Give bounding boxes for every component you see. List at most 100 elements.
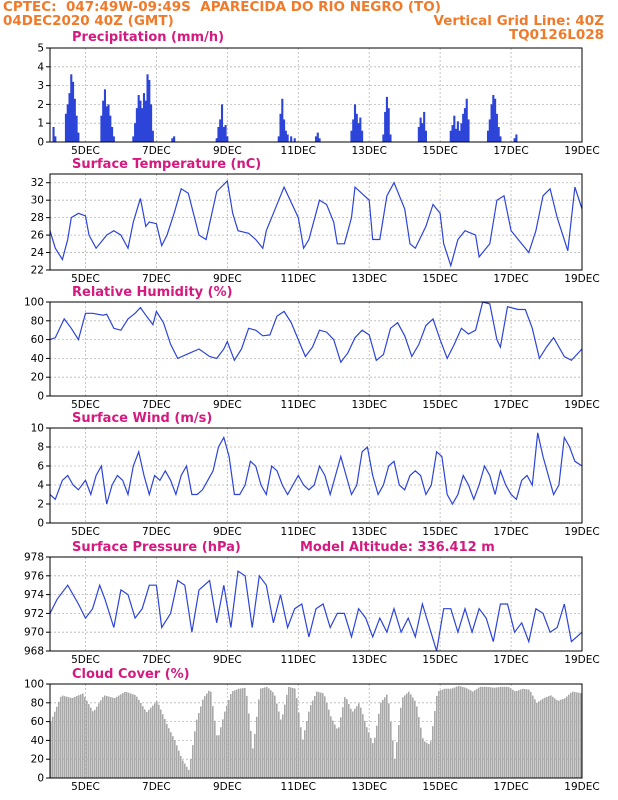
cloud-column: [466, 688, 468, 778]
cloud-column: [248, 713, 250, 778]
precip-bar: [495, 113, 498, 142]
precip-bar: [54, 136, 57, 142]
cloud-column: [528, 689, 530, 778]
cloud-column: [418, 717, 420, 778]
cloud-column: [212, 706, 214, 778]
precip-bar: [72, 81, 75, 142]
x-tick-label: 13DEC: [351, 781, 386, 793]
y-tick-label: 20: [31, 372, 44, 384]
y-tick-label: 974: [24, 589, 44, 601]
cloud-column: [272, 692, 274, 778]
precip-bar: [224, 125, 227, 142]
cloud-column: [332, 720, 334, 778]
cloud-column: [510, 688, 512, 778]
cloud-column: [234, 690, 236, 778]
y-tick-label: 8: [37, 442, 44, 454]
cloud-column: [322, 693, 324, 778]
cloud-column: [164, 719, 166, 778]
x-tick-label: 13DEC: [351, 654, 386, 666]
x-tick-label: 15DEC: [422, 273, 457, 285]
panel-5: 968 970 972 974 976 978 5DEC 7DEC 9DEC 11DEC 13DEC…: [24, 540, 600, 666]
precip-bar: [290, 136, 293, 142]
cloud-column: [76, 696, 78, 778]
cloud-column: [246, 695, 248, 778]
cloud-column: [422, 738, 424, 778]
cloud-column: [414, 700, 416, 778]
cloud-column: [394, 758, 396, 778]
cloud-column: [140, 703, 142, 778]
cloud-column: [420, 727, 422, 778]
cloud-column: [74, 696, 76, 778]
cloud-column: [72, 697, 74, 778]
panel-3: 0 20 40 60 80 100 5DEC 7DEC 9DEC 11DEC 13DEC 15DEC 1…: [24, 285, 600, 411]
cloud-column: [568, 694, 570, 778]
cloud-column: [60, 696, 62, 778]
cloud-column: [180, 755, 182, 778]
cloud-column: [208, 690, 210, 778]
cloud-column: [274, 695, 276, 778]
cloud-column: [518, 690, 520, 778]
precip-bar: [488, 119, 491, 142]
y-tick-label: 0: [37, 518, 44, 530]
cloud-column: [508, 687, 510, 778]
cloud-column: [476, 688, 478, 778]
cloud-column: [286, 694, 288, 778]
precip-bar: [451, 125, 454, 142]
precip-bar: [352, 119, 355, 142]
cloud-column: [268, 688, 270, 778]
cloud-column: [178, 750, 180, 778]
cloud-column: [372, 743, 374, 778]
precip-bar: [293, 138, 296, 142]
cloud-column: [384, 697, 386, 778]
cloud-column: [238, 688, 240, 778]
x-tick-label: 17DEC: [493, 399, 528, 411]
cloud-column: [554, 698, 556, 778]
cloud-column: [270, 690, 272, 778]
cloud-column: [434, 711, 436, 778]
precip-bar: [68, 93, 71, 142]
cloud-column: [126, 692, 128, 778]
y-tick-label: 972: [24, 608, 44, 620]
x-tick-label: 9DEC: [213, 781, 242, 793]
precip-bar: [385, 96, 388, 142]
cloud-column: [398, 724, 400, 778]
cloud-column: [154, 703, 156, 778]
cloud-column: [262, 687, 264, 778]
cloud-column: [444, 688, 446, 778]
precip-bar: [279, 113, 282, 142]
precip-bar: [281, 98, 284, 142]
y-tick-label: 976: [24, 570, 44, 582]
precip-bar: [513, 138, 516, 142]
y-tick-label: 978: [24, 552, 44, 564]
y-tick-label: 0: [37, 773, 44, 785]
cloud-column: [408, 691, 410, 778]
x-tick-label: 7DEC: [142, 526, 171, 538]
y-tick-label: 4: [37, 480, 44, 492]
cloud-column: [562, 699, 564, 778]
series-line: [49, 301, 583, 364]
cloud-column: [316, 691, 318, 778]
x-tick-label: 7DEC: [142, 781, 171, 793]
cloud-column: [392, 740, 394, 778]
cloud-column: [578, 692, 580, 778]
cloud-column: [570, 692, 572, 778]
x-tick-label: 9DEC: [213, 399, 242, 411]
cloud-column: [260, 688, 262, 778]
cloud-column: [490, 687, 492, 778]
cloud-column: [114, 698, 116, 778]
cloud-column: [198, 713, 200, 778]
panel-frame: [49, 427, 583, 524]
cloud-column: [92, 711, 94, 778]
precip-bar: [171, 138, 174, 142]
y-tick-label: 60: [31, 716, 44, 728]
precip-bar: [284, 130, 287, 142]
cloud-column: [504, 686, 506, 778]
cloud-column: [80, 694, 82, 778]
panel-title: Surface Temperature (nC): [72, 157, 261, 172]
cloud-column: [200, 706, 202, 778]
precip-bar: [64, 113, 68, 142]
cloud-column: [266, 686, 268, 778]
cloud-column: [142, 706, 144, 778]
precip-bar: [215, 138, 218, 142]
